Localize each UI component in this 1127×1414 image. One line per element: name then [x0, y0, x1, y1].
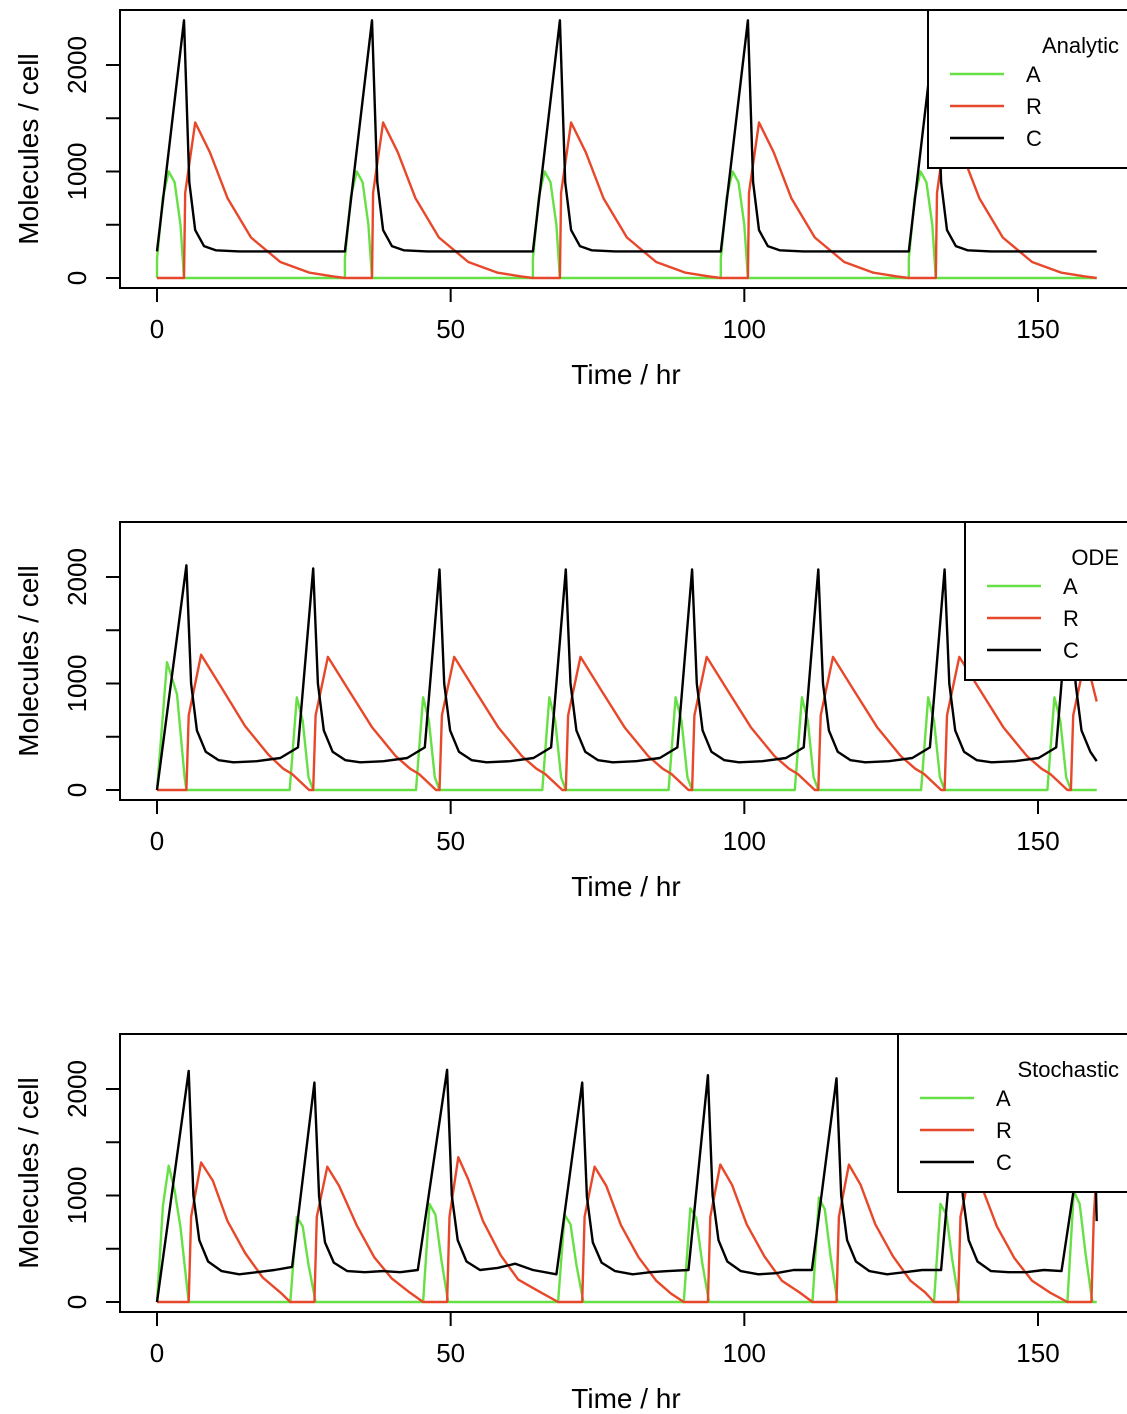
legend: ODE ARC [964, 521, 1127, 681]
y-tick-label: 0 [62, 271, 92, 285]
x-tick-label: 100 [723, 314, 766, 344]
legend-label-C: C [996, 1150, 1012, 1175]
y-axis-title: Molecules / cell [13, 1077, 44, 1268]
chart-panel-3: 0 50 100 150 0 1000 2000 Time / hr Molecules / c… [13, 1033, 1127, 1414]
legend-title: ODE [1071, 545, 1119, 570]
series-line-R [157, 1155, 1098, 1304]
x-tick-label: 50 [436, 1338, 465, 1368]
x-tick-label: 150 [1016, 314, 1059, 344]
x-tick-label: 150 [1016, 826, 1059, 856]
y-axis-title: Molecules / cell [13, 53, 44, 244]
x-tick-label: 100 [723, 826, 766, 856]
y-tick-label: 0 [62, 1295, 92, 1309]
plot-frame [119, 1033, 1127, 1313]
y-tick-label: 2000 [62, 1060, 92, 1118]
x-tick-label: 50 [436, 314, 465, 344]
legend-label-A: A [996, 1086, 1011, 1111]
x-axis-title: Time / hr [571, 871, 680, 902]
legend-label-C: C [1026, 126, 1042, 151]
y-tick-label: 1000 [62, 143, 92, 201]
legend-label-R: R [1063, 606, 1079, 631]
y-tick-label: 1000 [62, 1167, 92, 1225]
x-tick-label: 0 [150, 826, 164, 856]
series-line-C [155, 564, 1098, 791]
x-tick-label: 50 [436, 826, 465, 856]
legend-label-A: A [1026, 62, 1041, 87]
y-axis-title: Molecules / cell [13, 565, 44, 756]
x-axis-title: Time / hr [571, 1383, 680, 1414]
legend-label-A: A [1063, 574, 1078, 599]
plot-frame [119, 9, 1127, 289]
y-tick-label: 0 [62, 783, 92, 797]
plot-frame [119, 521, 1127, 801]
x-tick-label: 150 [1016, 1338, 1059, 1368]
x-axis-title: Time / hr [571, 359, 680, 390]
chart-panel-2: 0 50 100 150 0 1000 2000 Time / hr Molecules / c… [13, 521, 1127, 902]
legend: Stochastic ARC [897, 1033, 1127, 1193]
series-line-A [155, 170, 1097, 280]
legend-title: Analytic [1042, 33, 1119, 58]
x-tick-label: 0 [150, 314, 164, 344]
legend-box [927, 9, 1127, 169]
legend-box [964, 521, 1127, 681]
legend-box [897, 1033, 1127, 1193]
legend-title: Stochastic [1018, 1057, 1120, 1082]
y-tick-label: 2000 [62, 548, 92, 606]
series-group [155, 564, 1098, 792]
series-line-R [157, 121, 1097, 280]
legend-label-R: R [996, 1118, 1012, 1143]
y-tick-label: 1000 [62, 655, 92, 713]
y-tick-label: 2000 [62, 36, 92, 94]
series-line-R [157, 653, 1098, 792]
chart-panel-1: 0 50 100 150 0 1000 2000 Time / hr Molecules / c… [13, 9, 1127, 390]
x-tick-label: 100 [723, 1338, 766, 1368]
legend-label-C: C [1063, 638, 1079, 663]
x-tick-label: 0 [150, 1338, 164, 1368]
legend-label-R: R [1026, 94, 1042, 119]
